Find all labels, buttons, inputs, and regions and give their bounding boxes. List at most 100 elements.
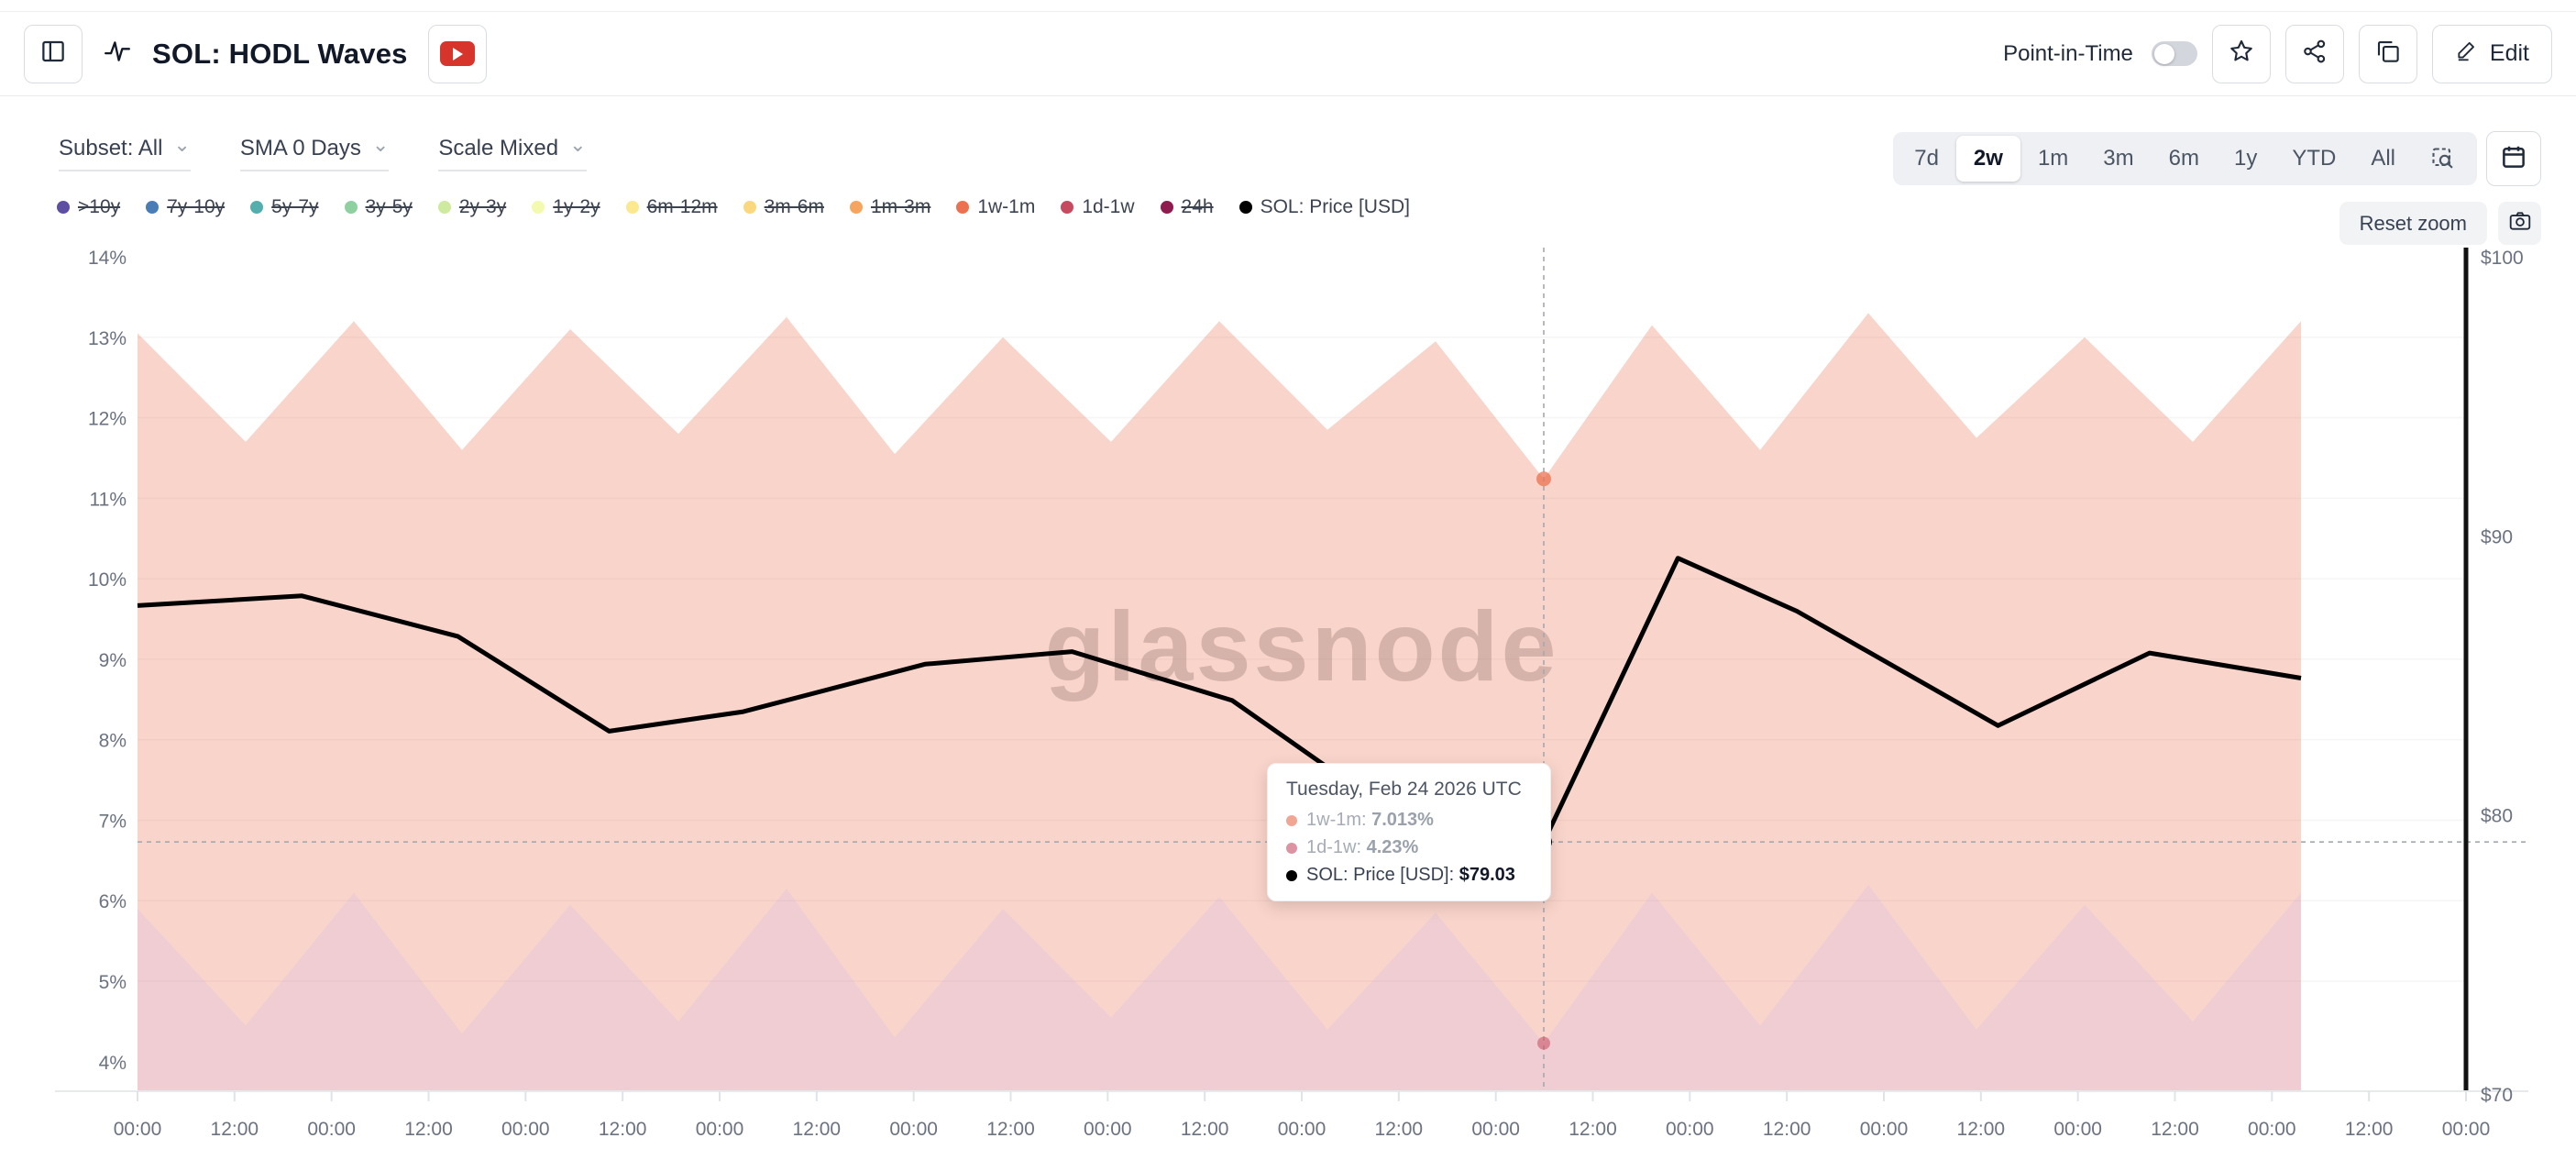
range-option-ytd[interactable]: YTD bbox=[2292, 146, 2337, 171]
range-option-1m[interactable]: 1m bbox=[2037, 146, 2069, 171]
range-option-1y[interactable]: 1y bbox=[2233, 146, 2258, 171]
glassnode-watermark: glassnode bbox=[1044, 591, 1558, 701]
zoom-area-button[interactable] bbox=[2413, 136, 2473, 182]
screenshot-button[interactable] bbox=[2498, 202, 2541, 245]
legend-dot bbox=[250, 201, 264, 214]
pencil-icon bbox=[2455, 39, 2479, 69]
star-icon bbox=[2228, 38, 2255, 70]
legend-item-24h[interactable]: 24h bbox=[1160, 196, 1214, 218]
x-tick-label: 12:00 bbox=[2151, 1119, 2199, 1140]
legend-label: 7y-10y bbox=[167, 196, 226, 217]
x-tick-label: 12:00 bbox=[1375, 1119, 1424, 1140]
marker-1d-1w bbox=[1537, 1036, 1550, 1050]
x-tick-label: 00:00 bbox=[2442, 1119, 2491, 1140]
toggle-knob bbox=[2153, 43, 2174, 64]
band-1w-1m bbox=[138, 313, 2301, 1044]
legend-item-7y-10y[interactable]: 7y-10y bbox=[146, 196, 225, 218]
x-tick-label: 00:00 bbox=[1666, 1119, 1714, 1140]
sma-dropdown-label: SMA 0 Days bbox=[239, 136, 361, 160]
x-tick-label: 12:00 bbox=[2345, 1119, 2394, 1140]
legend-item-6m-12m[interactable]: 6m-12m bbox=[625, 196, 718, 218]
range-option-all[interactable]: All bbox=[2371, 146, 2395, 171]
legend-dot bbox=[743, 201, 756, 214]
pct-axis-label: 9% bbox=[99, 650, 127, 671]
edit-button[interactable]: Edit bbox=[2431, 24, 2552, 83]
camera-icon bbox=[2508, 209, 2532, 238]
legend-item-1y-2y[interactable]: 1y-2y bbox=[532, 196, 600, 218]
reset-zoom-button[interactable]: Reset zoom bbox=[2339, 202, 2487, 245]
x-tick-label: 00:00 bbox=[1278, 1119, 1327, 1140]
range-option-2w[interactable]: 2w bbox=[1955, 136, 2020, 182]
calendar-icon bbox=[2500, 143, 2527, 175]
x-tick-label: 12:00 bbox=[404, 1119, 453, 1140]
x-tick-label: 12:00 bbox=[1569, 1119, 1617, 1140]
x-tick-label: 00:00 bbox=[501, 1119, 550, 1140]
chart-controls: Subset: All ⌄ SMA 0 Days ⌄ Scale Mixed ⌄ bbox=[59, 135, 587, 171]
x-tick-label: 00:00 bbox=[1860, 1119, 1909, 1140]
x-tick-label: 12:00 bbox=[211, 1119, 259, 1140]
pct-axis-label: 13% bbox=[88, 328, 127, 349]
x-tick-label: 12:00 bbox=[599, 1119, 647, 1140]
usd-axis-label: $100 bbox=[2481, 248, 2524, 269]
sidebar-toggle-button[interactable] bbox=[24, 24, 83, 83]
point-in-time-toggle[interactable] bbox=[2151, 41, 2197, 66]
legend-item-sol-price-usd-[interactable]: SOL: Price [USD] bbox=[1238, 196, 1410, 218]
edit-button-label: Edit bbox=[2489, 40, 2529, 66]
date-picker-button[interactable] bbox=[2486, 131, 2541, 186]
x-tick-label: 12:00 bbox=[1763, 1119, 1811, 1140]
x-tick-label: 00:00 bbox=[2248, 1119, 2296, 1140]
legend-item-1m-3m[interactable]: 1m-3m bbox=[849, 196, 931, 218]
chart-tooltip: Tuesday, Feb 24 2026 UTC 1w-1m: 7.013% 1d… bbox=[1267, 763, 1551, 901]
subset-dropdown[interactable]: Subset: All ⌄ bbox=[59, 135, 191, 171]
x-tick-label: 00:00 bbox=[889, 1119, 938, 1140]
legend-label: 3y-5y bbox=[365, 196, 413, 217]
legend-label: 1m-3m bbox=[870, 196, 931, 217]
range-option-7d[interactable]: 7d bbox=[1914, 146, 1939, 171]
legend-item-3y-5y[interactable]: 3y-5y bbox=[344, 196, 413, 218]
x-tick-label: 12:00 bbox=[986, 1119, 1035, 1140]
legend-item-3m-6m[interactable]: 3m-6m bbox=[743, 196, 824, 218]
pct-axis-label: 11% bbox=[90, 489, 127, 510]
legend-dot bbox=[1061, 201, 1074, 214]
tooltip-row: SOL: Price [USD]: $79.03 bbox=[1286, 865, 1532, 886]
sol-price-line bbox=[137, 556, 2302, 845]
usd-axis-label: $90 bbox=[2481, 526, 2513, 547]
legend-item-1d-1w[interactable]: 1d-1w bbox=[1061, 196, 1135, 218]
copy-button[interactable] bbox=[2358, 24, 2417, 83]
pct-axis-label: 12% bbox=[88, 409, 127, 430]
legend-label: 6m-12m bbox=[646, 196, 718, 217]
legend-dot bbox=[1160, 201, 1173, 214]
share-button[interactable] bbox=[2284, 24, 2344, 83]
metric-pulse-icon bbox=[103, 37, 132, 71]
scale-dropdown[interactable]: Scale Mixed ⌄ bbox=[438, 135, 587, 171]
copy-icon bbox=[2374, 38, 2402, 70]
tooltip-series-dot bbox=[1286, 814, 1297, 826]
legend-item--10y[interactable]: >10y bbox=[57, 196, 120, 218]
x-tick-label: 00:00 bbox=[307, 1119, 356, 1140]
legend-dot bbox=[532, 201, 545, 214]
sidebar-icon bbox=[39, 38, 67, 70]
legend-item-2y-3y[interactable]: 2y-3y bbox=[437, 196, 506, 218]
range-option-6m[interactable]: 6m bbox=[2168, 146, 2199, 171]
pct-axis-label: 4% bbox=[99, 1053, 127, 1074]
favorite-button[interactable] bbox=[2211, 24, 2271, 83]
pct-axis-label: 7% bbox=[99, 811, 127, 832]
x-tick-label: 12:00 bbox=[1181, 1119, 1229, 1140]
youtube-button[interactable] bbox=[427, 24, 487, 83]
legend-label: 3m-6m bbox=[764, 196, 824, 217]
sma-dropdown[interactable]: SMA 0 Days ⌄ bbox=[239, 135, 390, 171]
legend-label: 5y-7y bbox=[271, 196, 319, 217]
legend-item-1w-1m[interactable]: 1w-1m bbox=[956, 196, 1035, 218]
pct-axis-label: 6% bbox=[99, 891, 127, 912]
legend-item-5y-7y[interactable]: 5y-7y bbox=[250, 196, 319, 218]
pct-axis-label: 14% bbox=[88, 248, 127, 269]
legend-dot bbox=[1238, 201, 1252, 214]
tooltip-date: Tuesday, Feb 24 2026 UTC bbox=[1286, 779, 1522, 800]
range-option-3m[interactable]: 3m bbox=[2103, 146, 2134, 171]
subset-dropdown-label: Subset: All bbox=[59, 136, 163, 160]
x-tick-label: 12:00 bbox=[1957, 1119, 2006, 1140]
pct-axis-label: 8% bbox=[99, 731, 127, 752]
header-bar: SOL: HODL Waves Point-in-Time Edit bbox=[0, 12, 2576, 96]
legend-dot bbox=[437, 201, 451, 214]
